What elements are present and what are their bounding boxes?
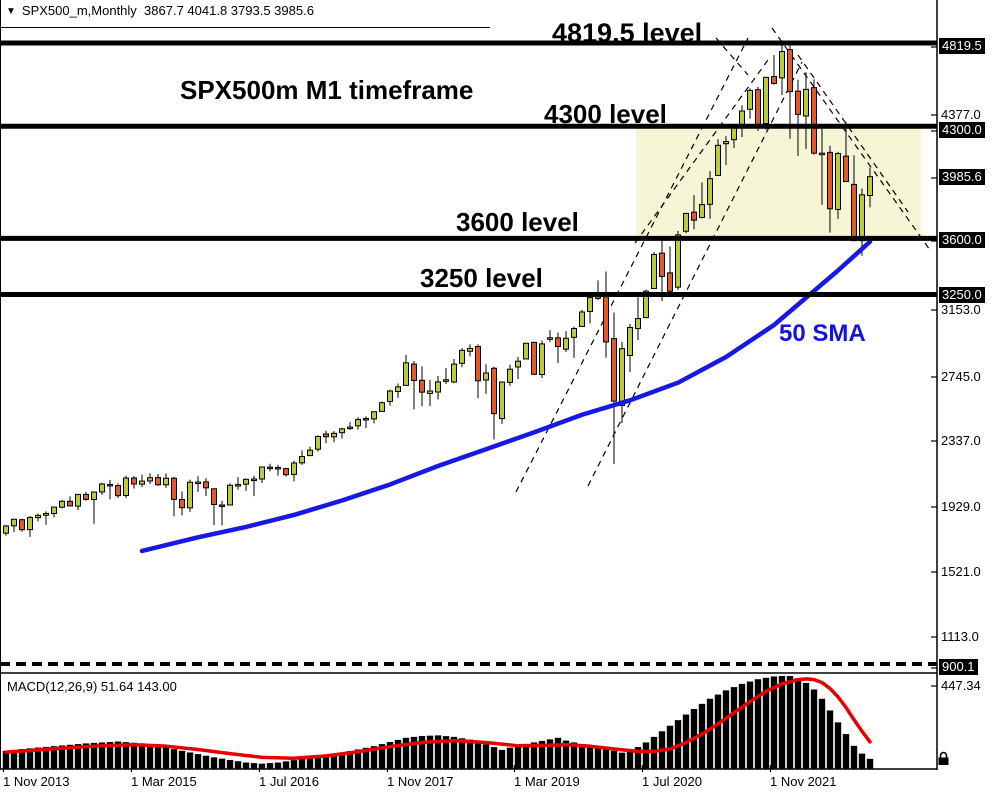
time-axis-label: 1 Mar 2019 [514,774,580,789]
price-axis-label: 1113.0 [941,629,979,644]
chart-title-bar: ▼ SPX500_m,Monthly 3867.7 4041.8 3793.5 3… [6,3,314,18]
price-axis-label: 447.34 [941,678,981,693]
symbol-dropdown-icon[interactable]: ▼ [6,6,16,17]
time-axis-label: 1 Jul 2016 [259,774,319,789]
axis-ticks [2,46,937,772]
highlight-region [636,126,921,239]
price-level-badge: 900.1 [939,659,978,675]
price-axis[interactable]: 4377.0 3153.0 2745.0 2337.0 1929.0 1521.0 1113… [938,0,1000,770]
sma50-line [139,239,873,554]
time-axis-label: 1 Nov 2017 [387,774,454,789]
price-level-badge: 3985.6 [939,169,985,185]
trendlines [515,27,931,493]
annotation-timeframe: SPX500m M1 timeframe [180,75,474,105]
price-level-badge: 4300.0 [939,122,985,138]
annotation-4300-level: 4300 level [544,99,667,129]
chart-frame [0,0,938,770]
macd-histogram [2,676,874,769]
macd-signal-line [4,677,872,761]
symbol-period-label: SPX500_m,Monthly [21,3,137,18]
price-level-badge: 4819.5 [939,38,985,54]
annotation-4819-level: 4819.5 level [552,18,703,48]
time-axis-label: 1 Jul 2020 [642,774,702,789]
level-lines [0,40,937,666]
ohlc-values-label: 3867.7 4041.8 3793.5 3985.6 [144,3,314,18]
price-axis-label: 2745.0 [941,369,981,384]
price-axis-label: 1929.0 [941,499,981,514]
candles [3,43,873,537]
title-underline [0,27,490,28]
price-level-badge: 3250.0 [939,287,985,303]
time-axis[interactable]: 1 Nov 2013 1 Mar 2015 1 Jul 2016 1 Nov 2017… [0,770,1000,800]
price-axis-label: 3153.0 [941,302,981,317]
time-axis-label: 1 Nov 2021 [770,774,837,789]
scale-lock-icon[interactable] [937,751,950,766]
annotation-3600-level: 3600 level [456,207,579,237]
time-axis-label: 1 Nov 2013 [3,774,70,789]
macd-indicator-label: MACD(12,26,9) 51.64 143.00 [7,679,177,694]
time-axis-label: 1 Mar 2015 [131,774,197,789]
price-axis-label: 4377.0 [941,107,981,122]
annotation-50-sma: 50 SMA [779,320,866,347]
price-level-badge: 3600.0 [939,232,985,248]
price-axis-label: 1521.0 [941,564,981,579]
annotation-3250-level: 3250 level [420,263,543,293]
price-axis-label: 2337.0 [941,433,981,448]
